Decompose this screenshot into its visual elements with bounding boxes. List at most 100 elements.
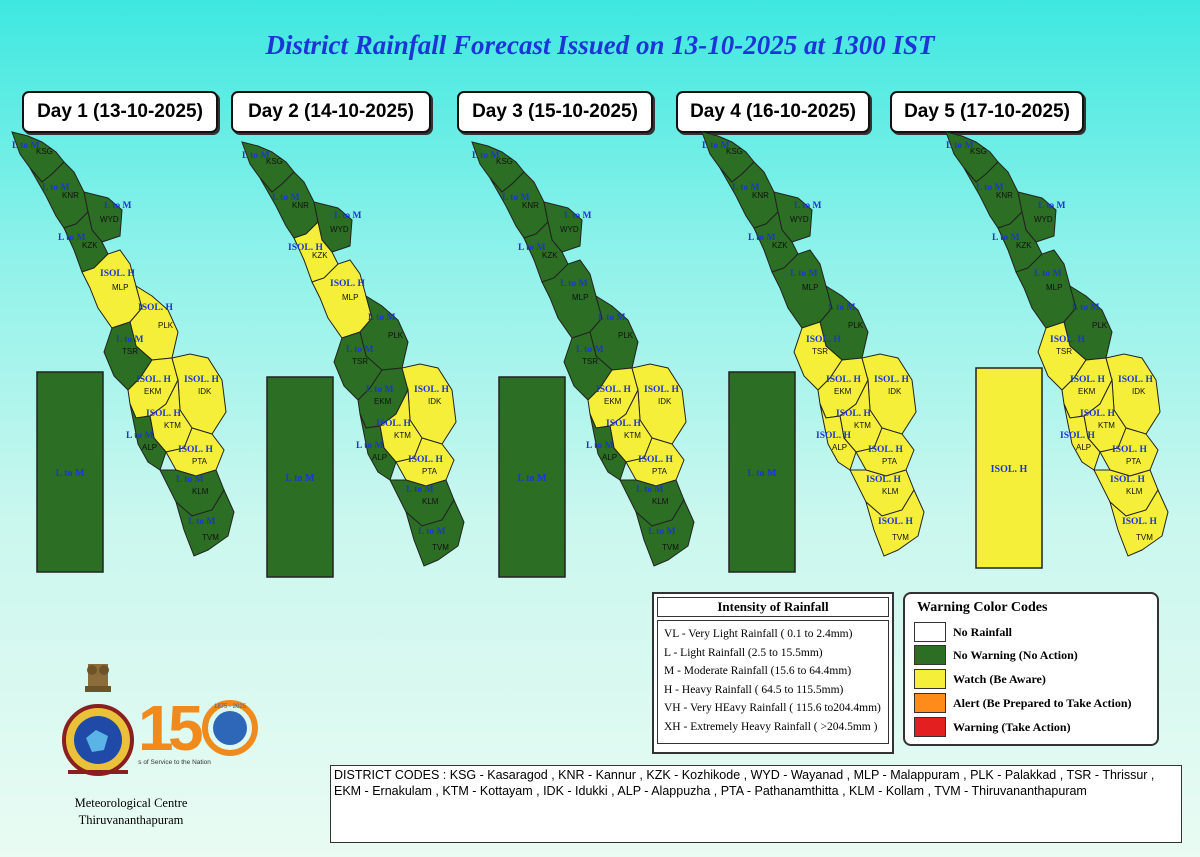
- district-warning-wyd: L to M: [1038, 201, 1065, 211]
- district-warning-mlp: L to M: [560, 279, 587, 289]
- district-code-klm: KLM: [882, 487, 899, 496]
- district-codes: DISTRICT CODES : KSG - Kasaragod , KNR -…: [330, 765, 1182, 843]
- district-tvm: [1109, 488, 1169, 557]
- district-warning-tvm: ISOL. H: [878, 517, 913, 527]
- district-code-tvm: TVM: [892, 533, 909, 542]
- district-warning-tvm: ISOL. H: [1122, 517, 1157, 527]
- day-2-label: Day 2 (14-10-2025): [231, 91, 431, 133]
- district-code-pta: PTA: [1126, 457, 1142, 466]
- district-warning-kzk: L to M: [748, 233, 775, 243]
- swatch-red: [914, 717, 946, 737]
- region-box-warning-day-5: ISOL. H: [991, 464, 1028, 475]
- region-box-warning-day-4: L to M: [748, 468, 777, 479]
- district-code-ktm: KTM: [624, 431, 641, 440]
- intensity-row: M - Moderate Rainfall (15.6 to 64.4mm): [664, 665, 852, 677]
- district-code-tvm: TVM: [202, 533, 219, 542]
- district-warning-kzk: L to M: [518, 243, 545, 253]
- district-warning-wyd: L to M: [794, 201, 821, 211]
- district-kzk: [523, 221, 569, 283]
- day-5-label: Day 5 (17-10-2025): [890, 91, 1084, 133]
- district-warning-knr: L to M: [502, 193, 529, 203]
- intensity-legend: Intensity of Rainfall VL - Very Light Ra…: [652, 592, 894, 754]
- district-code-mlp: MLP: [342, 293, 358, 302]
- district-warning-wyd: L to M: [104, 201, 131, 211]
- district-warning-ksg: L to M: [702, 141, 729, 151]
- district-warning-klm: L to M: [406, 485, 433, 495]
- district-warning-knr: L to M: [732, 183, 759, 193]
- anniversary-tagline: Years of Service to the Nation: [138, 759, 211, 766]
- district-warning-ekm: ISOL. H: [826, 375, 861, 385]
- org-name: Meteorological Centre Thiruvananthapuram: [56, 795, 206, 829]
- district-warning-mlp: L to M: [1034, 269, 1061, 279]
- district-code-mlp: MLP: [802, 283, 818, 292]
- district-code-mlp: MLP: [112, 283, 128, 292]
- district-code-knr: KNR: [522, 201, 539, 210]
- district-warning-idk: ISOL. H: [644, 385, 679, 395]
- district-code-tsr: TSR: [812, 347, 828, 356]
- district-warning-ekm: ISOL. H: [1070, 375, 1105, 385]
- day-1-label: Day 1 (13-10-2025): [22, 91, 218, 133]
- district-warning-pta: ISOL. H: [1112, 445, 1147, 455]
- district-code-wyd: WYD: [790, 215, 809, 224]
- district-code-idk: IDK: [428, 397, 442, 406]
- district-warning-idk: ISOL. H: [874, 375, 909, 385]
- district-warning-knr: L to M: [42, 183, 69, 193]
- district-code-ksg: KSG: [726, 147, 743, 156]
- district-warning-ktm: ISOL. H: [836, 409, 871, 419]
- district-code-kzk: KZK: [542, 251, 558, 260]
- district-code-knr: KNR: [62, 191, 79, 200]
- day-3-label: Day 3 (15-10-2025): [457, 91, 653, 133]
- region-box-day-4: [728, 371, 796, 573]
- district-code-alp: ALP: [832, 443, 847, 452]
- district-warning-tsr: ISOL. H: [806, 335, 841, 345]
- district-warning-wyd: L to M: [564, 211, 591, 221]
- district-warning-ksg: L to M: [946, 141, 973, 151]
- warning-legend-title: Warning Color Codes: [917, 600, 1048, 615]
- district-warning-knr: L to M: [272, 193, 299, 203]
- district-code-knr: KNR: [292, 201, 309, 210]
- swatch-orange: [914, 693, 946, 713]
- district-tvm: [405, 498, 465, 567]
- district-code-pta: PTA: [192, 457, 208, 466]
- legend-alert: Alert (Be Prepared to Take Action): [914, 693, 1150, 713]
- region-box-day-5: [975, 367, 1043, 569]
- legend-no-warning: No Warning (No Action): [914, 645, 1150, 665]
- district-code-kzk: KZK: [1016, 241, 1032, 250]
- district-warning-plk: L to M: [598, 313, 625, 323]
- kerala-map-day-1: KSG KNR WYD KZK MLP PLK TSR EKM IDK KTM ALP PTA KLM T…: [11, 131, 235, 557]
- district-code-idk: IDK: [658, 397, 672, 406]
- legend-no-rainfall: No Rainfall: [914, 622, 1150, 642]
- district-code-plk: PLK: [848, 321, 864, 330]
- swatch-yellow: [914, 669, 946, 689]
- district-warning-idk: ISOL. H: [184, 375, 219, 385]
- district-code-idk: IDK: [888, 387, 902, 396]
- district-warning-alp: ISOL. H: [1060, 431, 1095, 441]
- district-code-ksg: KSG: [266, 157, 283, 166]
- org-name-line2: Thiruvananthapuram: [78, 813, 184, 827]
- district-warning-ekm: ISOL. H: [136, 375, 171, 385]
- district-warning-ksg: L to M: [472, 151, 499, 161]
- district-code-klm: KLM: [192, 487, 209, 496]
- district-warning-alp: ISOL. H: [816, 431, 851, 441]
- district-code-idk: IDK: [1132, 387, 1146, 396]
- legend-warning: Warning (Take Action): [914, 717, 1150, 737]
- district-code-ktm: KTM: [1098, 421, 1115, 430]
- district-kzk: [293, 221, 339, 283]
- kerala-map-day-5: KSG KNR WYD KZK MLP PLK TSR EKM IDK KTM ALP PTA KLM T…: [945, 131, 1169, 557]
- legend-label: No Rainfall: [953, 624, 1013, 639]
- district-warning-idk: ISOL. H: [414, 385, 449, 395]
- district-kzk: [997, 211, 1043, 273]
- district-code-plk: PLK: [1092, 321, 1108, 330]
- district-warning-kzk: L to M: [992, 233, 1019, 243]
- district-warning-tsr: L to M: [346, 345, 373, 355]
- region-box-day-2: [266, 376, 334, 578]
- kerala-map-day-2: KSG KNR WYD KZK MLP PLK TSR EKM IDK KTM ALP PTA KLM T…: [241, 141, 465, 567]
- district-code-idk: IDK: [198, 387, 212, 396]
- legend-label: Watch (Be Aware): [953, 671, 1046, 686]
- district-code-klm: KLM: [652, 497, 669, 506]
- district-code-plk: PLK: [618, 331, 634, 340]
- intensity-row: H - Heavy Rainfall ( 64.5 to 115.5mm): [664, 683, 844, 696]
- district-warning-plk: ISOL. H: [138, 303, 173, 313]
- district-warning-tvm: L to M: [648, 527, 675, 537]
- district-warning-plk: L to M: [368, 313, 395, 323]
